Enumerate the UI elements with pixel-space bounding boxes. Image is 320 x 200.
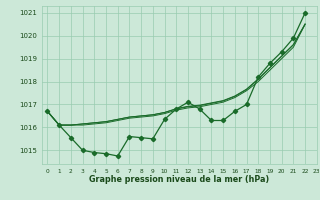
X-axis label: Graphe pression niveau de la mer (hPa): Graphe pression niveau de la mer (hPa) [89,175,269,184]
